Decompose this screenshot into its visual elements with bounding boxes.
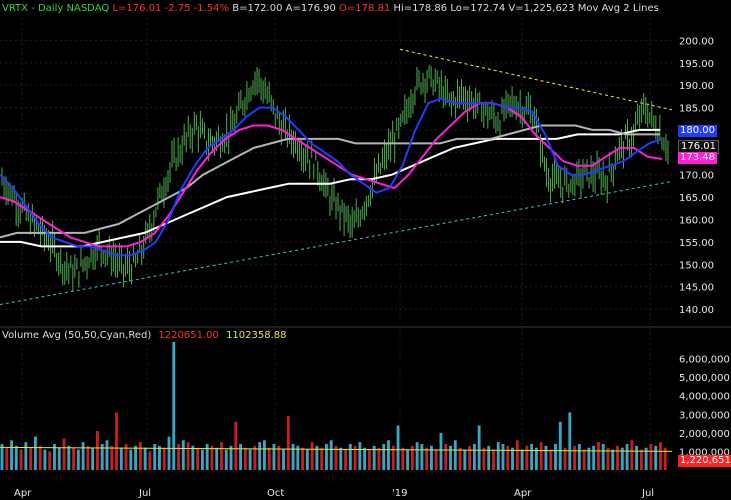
high: Hi=178.86 [393, 3, 448, 14]
volume-tick-label: 6,000,000 [679, 355, 730, 366]
price-tick-label: 155.00 [679, 238, 714, 249]
price-tick-label: 140.00 [679, 305, 714, 316]
date-tick-label: Apr [514, 488, 532, 499]
ma-blue-line [0, 97, 663, 257]
volume-header: Volume Avg (50,50,Cyan,Red) 1220651.00 1… [2, 330, 287, 341]
price-tick-label: 185.00 [679, 104, 714, 115]
volume-avg-2: 1102358.88 [226, 330, 287, 341]
volume-tick-label: 5,000,000 [679, 373, 730, 384]
badge-volume: 1,220,651 [678, 455, 731, 467]
date-tick-label: Jul [138, 488, 151, 499]
interval: Daily [38, 3, 64, 14]
volume-axis: 1,000,000 2,000,000 3,000,000 4,000,000 5,00… [679, 355, 730, 459]
volume-avg-1: 1220651.00 [158, 330, 219, 341]
symbol: VRTX [2, 3, 29, 14]
date-tick-label: Oct [267, 488, 284, 499]
price-tick-label: 170.00 [679, 171, 714, 182]
date-tick-label: Jul [641, 488, 654, 499]
study-name: Mov Avg 2 Lines [577, 3, 659, 14]
change: -2.75 [164, 3, 191, 14]
grid [0, 18, 672, 470]
trendlines [0, 48, 673, 306]
bid: B=172.00 [232, 3, 283, 14]
exchange: NASDAQ [66, 3, 110, 14]
ma-white-line [0, 128, 660, 248]
volume-label: Volume Avg (50,50,Cyan,Red) [2, 330, 152, 341]
price-tick-label: 200.00 [679, 36, 714, 47]
last-price: L=176.01 [112, 3, 162, 14]
date-tick-label: '19 [392, 488, 407, 499]
price-tick-label: 150.00 [679, 260, 714, 271]
volume-tick-label: 2,000,000 [679, 429, 730, 440]
price-header: VRTX - Daily NASDAQ L=176.01 -2.75 -1.54… [2, 3, 659, 14]
open: O=178.81 [339, 3, 391, 14]
price-tick-label: 165.00 [679, 193, 714, 204]
volume-avg-line [0, 446, 673, 452]
price-tick-label: 160.00 [679, 215, 714, 226]
badge-ma-white: 180.00 [678, 125, 717, 137]
volume-bars [0, 341, 667, 470]
date-tick-label: Apr [14, 488, 32, 499]
moving-average-lines [0, 97, 663, 257]
volume-tick-label: 4,000,000 [679, 392, 730, 403]
volume-tick-label: 1,000,000 [679, 447, 730, 458]
price-tick-label: 190.00 [679, 81, 714, 92]
low: Lo=172.74 [450, 3, 506, 14]
badge-ma-magenta: 173.48 [678, 152, 717, 164]
volume-tick-label: 3,000,000 [679, 410, 730, 421]
ask: A=176.90 [285, 3, 336, 14]
price-tick-label: 145.00 [679, 283, 714, 294]
upper-trendline [399, 48, 673, 111]
ma-gray-line [0, 124, 660, 239]
price-tick-label: 195.00 [679, 59, 714, 70]
change-pct: -1.54% [193, 3, 230, 14]
date-axis: Apr Jul Oct '19 Apr Jul [14, 488, 654, 499]
volume-average-line [0, 446, 673, 452]
volume: V=1,225,623 [508, 3, 575, 14]
